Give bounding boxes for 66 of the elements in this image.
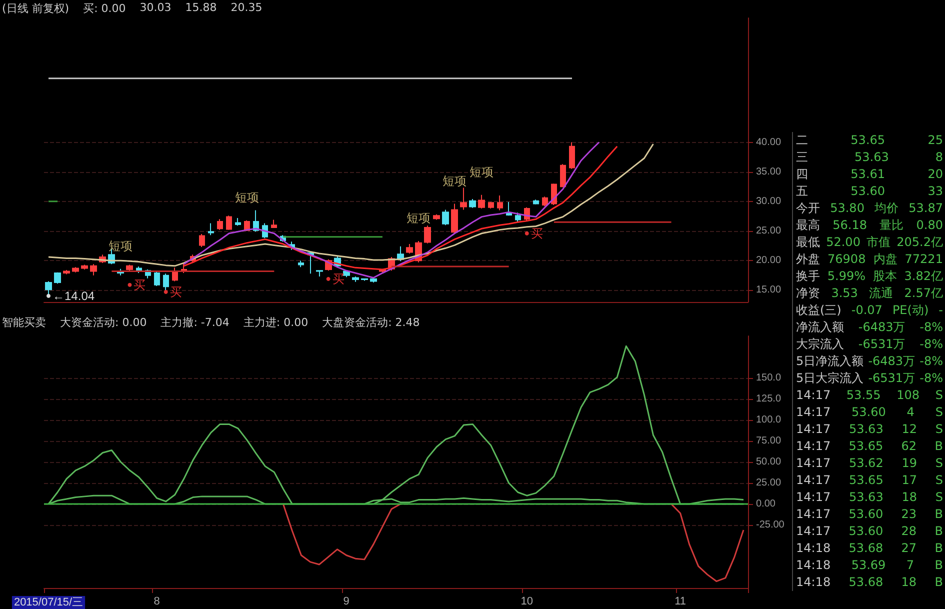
text: 5日净流入额 -6483万 -8% <box>796 353 943 370</box>
text: 大宗流入 -6531万 -8% <box>796 336 943 353</box>
text: 最低 52.00 市值 205.2亿 <box>796 234 943 251</box>
text: 5日大宗流入 -6531万 -8% <box>796 370 943 387</box>
text: 大盘资金活动: 2.48 <box>322 315 420 330</box>
y-tick-label: -25.00 <box>756 520 785 530</box>
text: 15.88 <box>185 1 217 16</box>
text: 14:17 53.62 19 S <box>796 456 943 470</box>
text: 净资 3.53 流通 2.57亿 <box>796 285 943 302</box>
text: 14:17 53.63 18 S <box>796 490 943 504</box>
y-tick-label: 50.00 <box>756 456 782 468</box>
y-tick-label: 25.00 <box>756 226 782 236</box>
x-tick-label: 10 <box>520 596 533 608</box>
text: 14:17 53.60 28 B <box>796 524 943 538</box>
text: 短项 <box>442 174 467 188</box>
y-tick-label: 75.00 <box>756 436 782 446</box>
text: 四 53.61 20 <box>796 167 943 181</box>
data-label: 买 <box>332 272 344 286</box>
text: 五 53.60 33 <box>796 184 943 198</box>
text: 收益(三) -0.07 PE(动) - <box>796 302 943 319</box>
y-tick-label: 35.00 <box>756 166 782 178</box>
text: 短项 <box>406 211 431 226</box>
text: 14:18 53.68 27 B <box>796 541 943 555</box>
chart-title: 智能买卖 <box>2 315 46 330</box>
data-label: 买 <box>134 278 146 292</box>
text: 14:17 53.60 4 S <box>796 405 943 419</box>
text: 14:17 53.63 12 S <box>796 422 943 436</box>
text: 短项 <box>108 238 133 253</box>
text: 外盘 76908 内盘 77221 <box>796 251 943 268</box>
text: 短项 <box>235 190 260 204</box>
data-label: 买 <box>530 226 543 240</box>
text: 短项 <box>470 164 494 179</box>
x-tick-label: 9 <box>343 596 350 608</box>
text: 最高 56.18 量比 0.80 <box>796 217 943 234</box>
text: 14:17 53.65 17 S <box>796 473 943 487</box>
text: 大资金活动: 0.00 <box>60 315 147 330</box>
y-tick-label: 40.00 <box>756 136 782 148</box>
text: 二 53.65 25 <box>796 133 943 147</box>
text: 14:18 53.69 7 B <box>796 558 943 572</box>
y-tick-label: 125.0 <box>756 394 782 404</box>
text: 30.03 <box>140 1 172 16</box>
text: 14:17 53.55 108 S <box>796 388 943 402</box>
text: 净流入额 -6483万 -8% <box>796 319 943 336</box>
y-tick-label: 100.0 <box>756 414 782 426</box>
data-label: 买 <box>170 284 182 299</box>
y-tick-label: 20.00 <box>756 255 782 266</box>
text: 20.35 <box>230 1 262 16</box>
text: 主力撤: -7.04 <box>160 315 230 330</box>
y-tick-label: 15.00 <box>756 284 782 296</box>
y-tick-label: 0.00 <box>756 498 776 510</box>
y-tick-label: 150.0 <box>756 372 782 384</box>
text: 买: 0.00 <box>83 1 126 16</box>
text: 主力进: 0.00 <box>243 315 308 330</box>
text: 14:17 53.60 23 B <box>796 507 943 521</box>
text: 今开 53.80 均价 53.87 <box>796 200 943 217</box>
text: 14:17 53.65 62 B <box>796 439 943 453</box>
x-tick-label: 8 <box>154 596 160 608</box>
text: 14:18 53.68 18 B <box>796 575 943 589</box>
chart-title: (日线 前复权) <box>2 1 70 16</box>
text: 三 53.63 8 <box>796 150 943 164</box>
y-tick-label: 30.00 <box>756 196 782 207</box>
x-tick-label: 11 <box>674 596 686 608</box>
y-tick-label: 25.00 <box>756 478 782 488</box>
text: 换手 5.99% 股本 3.82亿 <box>796 268 943 285</box>
data-label: ←14.04 <box>52 288 95 303</box>
x-tick-label: 2015/07/15/三 <box>14 596 84 608</box>
